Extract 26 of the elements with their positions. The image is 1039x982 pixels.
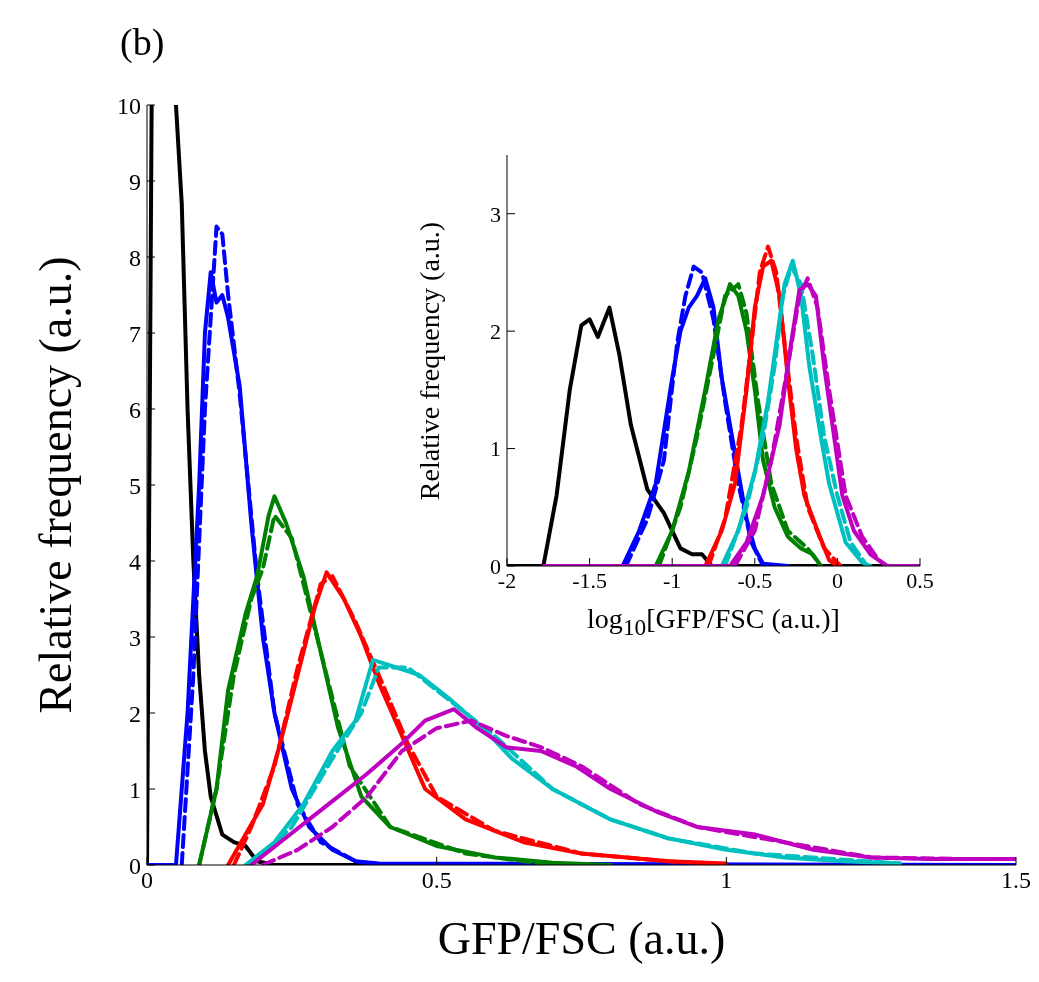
y-tick-label: 5 — [129, 472, 141, 499]
x-tick-label: 0.5 — [906, 567, 934, 593]
y-tick-label: 2 — [129, 700, 141, 727]
y-tick-label: 10 — [117, 92, 141, 119]
x-tick-label: 0.5 — [421, 867, 452, 894]
y-tick-label: 1 — [490, 436, 501, 462]
y-tick-label: 8 — [129, 244, 141, 271]
y-tick-label: 3 — [490, 201, 501, 227]
y-tick-label: 7 — [129, 320, 141, 347]
y-axis-title: Relative frequency (a.u.) — [414, 221, 446, 500]
y-axis-title: Relative frequency (a.u.) — [28, 256, 82, 714]
x-tick-label: -1.5 — [572, 567, 608, 593]
y-tick-label: 4 — [129, 548, 141, 575]
x-tick-label: -1 — [663, 567, 682, 593]
chart-title: (b) — [120, 20, 165, 64]
x-tick-label: -0.5 — [737, 567, 773, 593]
y-tick-label: 3 — [129, 624, 141, 651]
y-tick-label: 6 — [129, 396, 141, 423]
x-axis-title: log$_{10}$[GFP/FSC (a.u.)] — [586, 603, 841, 641]
x-tick-label: 1.5 — [1001, 867, 1031, 894]
x-tick-label: 0 — [831, 567, 843, 593]
x-tick-label: 1 — [720, 867, 733, 894]
y-tick-label: 9 — [129, 168, 141, 195]
y-tick-label: 2 — [490, 318, 501, 344]
y-tick-label: 1 — [129, 776, 141, 803]
x-axis-title: GFP/FSC (a.u.) — [436, 912, 727, 966]
